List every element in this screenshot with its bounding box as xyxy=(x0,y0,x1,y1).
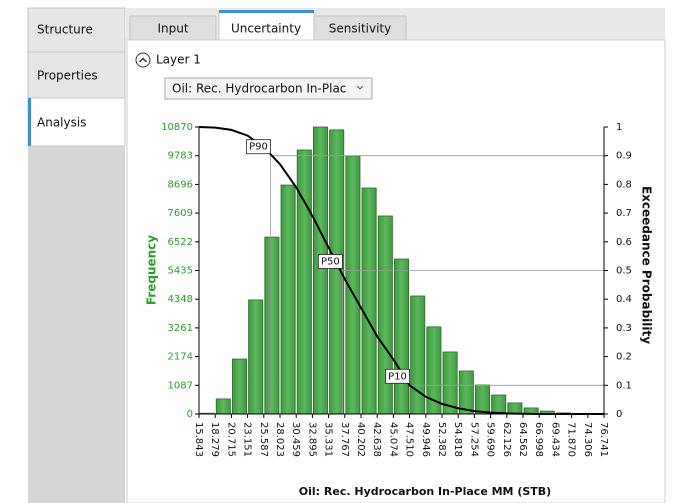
bar xyxy=(280,184,296,415)
bar xyxy=(491,394,507,415)
bar xyxy=(215,398,231,415)
y2-tick-label: 0.3 xyxy=(616,323,632,334)
bar xyxy=(232,358,248,415)
percentile-label: P90 xyxy=(249,142,268,153)
x-tick-label: 71.870 xyxy=(566,422,577,457)
x-tick-label: 66.998 xyxy=(533,422,544,457)
y2-tick-label: 0 xyxy=(616,409,622,420)
sidebar-tab[interactable] xyxy=(27,51,126,99)
y2-tick-label: 0.2 xyxy=(616,352,632,363)
x-tick-label: 15.843 xyxy=(193,422,204,457)
active-indicator xyxy=(219,10,314,13)
x-tick-label: 52.382 xyxy=(436,422,447,457)
y-tick-label: 9783 xyxy=(168,151,193,162)
x-tick-label: 45.074 xyxy=(387,422,398,457)
layer-label: Layer 1 xyxy=(156,53,201,67)
chart: Frequency Exceedance Probability Oil: Re… xyxy=(145,122,654,498)
tab-label[interactable]: Input xyxy=(157,22,188,36)
sidebar-tab-label[interactable]: Properties xyxy=(37,69,98,83)
x-tick-label: 23.151 xyxy=(242,422,253,457)
y-axis-title: Frequency xyxy=(145,235,159,305)
y2-tick-label: 0.5 xyxy=(616,266,632,277)
x-tick-label: 35.331 xyxy=(323,422,334,457)
bar xyxy=(393,258,410,415)
y-tick-label: 4348 xyxy=(168,294,193,305)
x-tick-label: 40.202 xyxy=(355,422,366,457)
x-tick-label: 76.741 xyxy=(598,422,609,457)
percentile-label-box xyxy=(246,139,271,155)
bar xyxy=(313,126,329,415)
x-tick-label: 37.767 xyxy=(339,422,350,457)
bar xyxy=(410,295,426,415)
y-tick-label: 5435 xyxy=(168,266,193,277)
collapse-button[interactable] xyxy=(135,52,151,68)
y-tick-label: 1087 xyxy=(168,380,193,391)
percentile-label: P10 xyxy=(388,371,407,382)
y2-tick-label: 0.8 xyxy=(616,179,632,190)
chevron-icon xyxy=(138,57,148,63)
x-tick-label: 28.023 xyxy=(274,422,285,457)
x-tick-label: 69.434 xyxy=(549,422,560,457)
x-tick-label: 25.587 xyxy=(258,422,269,457)
y-tick-label: 8696 xyxy=(168,179,193,190)
x-tick-label: 64.562 xyxy=(517,422,528,457)
x-tick-label: 57.254 xyxy=(468,422,479,457)
percentile-label: P50 xyxy=(321,257,340,268)
percentile-label-box xyxy=(385,368,410,384)
bar xyxy=(361,187,377,415)
sidebar-tab-label[interactable]: Analysis xyxy=(37,116,86,130)
bar xyxy=(296,149,312,415)
x-tick-label: 62.126 xyxy=(501,422,512,457)
y-tick-label: 10870 xyxy=(161,122,193,133)
x-tick-label: 20.715 xyxy=(225,422,236,457)
bar xyxy=(248,299,264,415)
y-tick-label: 7609 xyxy=(168,208,193,219)
dropdown-value[interactable]: Oil: Rec. Hydrocarbon In-Plac xyxy=(172,82,346,96)
y-tick-label: 0 xyxy=(187,409,193,420)
y2-tick-label: 0.7 xyxy=(616,208,632,219)
y2-tick-label: 0.9 xyxy=(616,151,632,162)
bar xyxy=(377,215,393,415)
active-indicator xyxy=(28,98,31,146)
bar xyxy=(475,384,491,415)
x-tick-label: 18.279 xyxy=(209,422,220,457)
percentile-label-box xyxy=(317,254,343,269)
x-tick-label: 30.459 xyxy=(290,422,301,457)
dropdown[interactable] xyxy=(164,77,373,100)
x-tick-label: 47.510 xyxy=(404,422,415,457)
x-tick-label: 74.306 xyxy=(582,422,593,457)
bar xyxy=(458,370,474,415)
y2-tick-label: 0.1 xyxy=(616,380,632,391)
x-tick-label: 49.946 xyxy=(420,422,431,457)
sidebar-tab-active[interactable] xyxy=(27,97,126,147)
tab-label[interactable]: Uncertainty xyxy=(231,22,301,36)
y-tick-label: 2174 xyxy=(168,352,193,363)
x-tick-label: 54.818 xyxy=(452,422,463,457)
x-tick-label: 59.690 xyxy=(485,422,496,457)
dropdown-arrow xyxy=(356,85,364,90)
y2-axis-title: Exceedance Probability xyxy=(640,186,654,344)
bar xyxy=(264,236,280,415)
y-tick-label: 6522 xyxy=(168,237,193,248)
y2-tick-label: 1 xyxy=(616,122,622,133)
x-tick-label: 32.895 xyxy=(306,422,317,457)
y-tick-label: 3261 xyxy=(168,323,193,334)
y2-tick-label: 0.4 xyxy=(616,294,632,305)
bar xyxy=(507,402,523,415)
x-axis-title: Oil: Rec. Hydrocarbon In-Place MM (STB) xyxy=(299,485,551,498)
sidebar-tab-label[interactable]: Structure xyxy=(37,23,93,37)
y2-tick-label: 0.6 xyxy=(616,237,632,248)
tab-label[interactable]: Sensitivity xyxy=(329,22,391,36)
x-tick-label: 42.638 xyxy=(371,422,382,457)
